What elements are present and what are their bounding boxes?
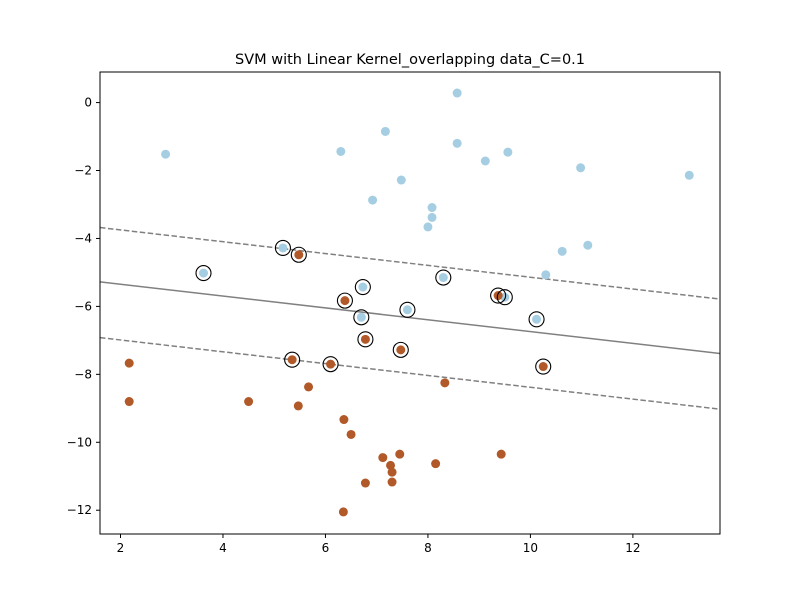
decision-boundary-line bbox=[100, 281, 720, 355]
y-tick-label: −8 bbox=[74, 367, 92, 381]
y-tick-label: −6 bbox=[74, 299, 92, 313]
data-point-class-1 bbox=[452, 138, 462, 148]
data-point-class-1 bbox=[480, 156, 490, 166]
data-point-class-1 bbox=[532, 314, 542, 324]
data-point-class-2 bbox=[538, 362, 548, 372]
data-point-class-2 bbox=[293, 401, 303, 411]
data-point-class-1 bbox=[427, 212, 437, 222]
support-vector-ring bbox=[322, 356, 339, 373]
y-tick-label: −10 bbox=[67, 435, 92, 449]
data-point-class-2 bbox=[294, 250, 304, 260]
support-vector-ring bbox=[290, 246, 307, 263]
plot-layer bbox=[100, 88, 720, 517]
support-vector-ring bbox=[354, 278, 371, 296]
data-point-class-1 bbox=[199, 268, 209, 278]
axis-layer: 2 4 6 8 10 12 0 −2 −4 −6 −8 −10 −12 bbox=[67, 71, 721, 555]
data-point-class-2 bbox=[496, 449, 506, 459]
data-point-class-1 bbox=[503, 147, 513, 157]
data-point-class-2 bbox=[339, 415, 349, 425]
data-point-class-1 bbox=[368, 195, 378, 205]
data-point-class-1 bbox=[427, 203, 437, 213]
data-point-class-1 bbox=[278, 243, 288, 253]
support-vector-ring bbox=[284, 351, 301, 368]
x-tick-label: 2 bbox=[117, 541, 125, 555]
data-point-class-2 bbox=[395, 449, 405, 459]
y-tick-label: −12 bbox=[67, 503, 92, 517]
data-point-class-2 bbox=[386, 460, 396, 470]
data-point-class-1 bbox=[576, 163, 586, 173]
data-point-class-2 bbox=[338, 507, 348, 517]
data-point-class-2 bbox=[124, 358, 134, 368]
support-vector-ring bbox=[195, 265, 212, 282]
data-point-class-2 bbox=[124, 397, 134, 407]
data-point-class-1 bbox=[358, 282, 368, 292]
support-vector-ring bbox=[392, 341, 409, 358]
data-point-class-2 bbox=[244, 397, 254, 407]
support-vector-ring bbox=[490, 287, 507, 304]
data-point-class-2 bbox=[493, 291, 503, 301]
data-point-class-2 bbox=[340, 296, 350, 306]
y-tick-label: 0 bbox=[84, 96, 92, 110]
data-point-class-1 bbox=[336, 146, 346, 156]
data-point-class-2 bbox=[378, 453, 388, 463]
data-point-class-1 bbox=[557, 246, 567, 256]
data-point-class-1 bbox=[583, 240, 593, 250]
data-point-class-2 bbox=[346, 429, 356, 439]
data-point-class-2 bbox=[431, 459, 441, 469]
data-point-class-1 bbox=[161, 149, 171, 159]
data-point-class-2 bbox=[396, 345, 406, 355]
x-tick-label: 4 bbox=[219, 541, 227, 555]
plot-frame bbox=[99, 71, 721, 535]
data-point-class-1 bbox=[452, 88, 462, 98]
support-vector-ring bbox=[435, 269, 452, 286]
support-vector-ring bbox=[336, 292, 353, 309]
data-point-class-2 bbox=[360, 478, 370, 488]
x-tick-label: 10 bbox=[523, 541, 538, 555]
x-tick-label: 8 bbox=[424, 541, 432, 555]
y-tick-label: −2 bbox=[74, 164, 92, 178]
support-vector-ring bbox=[528, 311, 545, 328]
data-point-class-1 bbox=[402, 305, 412, 315]
data-point-class-1 bbox=[396, 175, 406, 185]
support-vector-ring bbox=[274, 239, 291, 257]
support-vector-ring bbox=[496, 289, 513, 306]
support-vector-ring bbox=[535, 358, 552, 375]
y-tick-label: −4 bbox=[74, 231, 92, 245]
data-point-class-2 bbox=[360, 334, 370, 344]
margin-line-upper bbox=[100, 226, 720, 300]
support-vector-ring bbox=[357, 331, 374, 348]
data-point-class-2 bbox=[387, 477, 397, 487]
data-point-class-2 bbox=[304, 382, 314, 392]
data-point-class-2 bbox=[287, 355, 297, 365]
margin-line-lower bbox=[100, 336, 720, 410]
x-tick-label: 12 bbox=[625, 541, 640, 555]
x-tick-label: 6 bbox=[322, 541, 330, 555]
data-point-class-1 bbox=[423, 222, 433, 232]
data-point-class-2 bbox=[440, 378, 450, 388]
data-point-class-1 bbox=[356, 312, 366, 322]
support-vector-ring bbox=[353, 309, 370, 326]
chart-title: SVM with Linear Kernel_overlapping data_… bbox=[235, 52, 585, 68]
data-point-class-1 bbox=[438, 273, 448, 283]
data-point-class-1 bbox=[380, 126, 390, 136]
data-point-class-2 bbox=[387, 467, 397, 477]
data-point-class-2 bbox=[326, 359, 336, 369]
data-point-class-1 bbox=[541, 270, 551, 280]
support-vector-ring bbox=[399, 301, 416, 318]
data-point-class-1 bbox=[684, 170, 694, 180]
